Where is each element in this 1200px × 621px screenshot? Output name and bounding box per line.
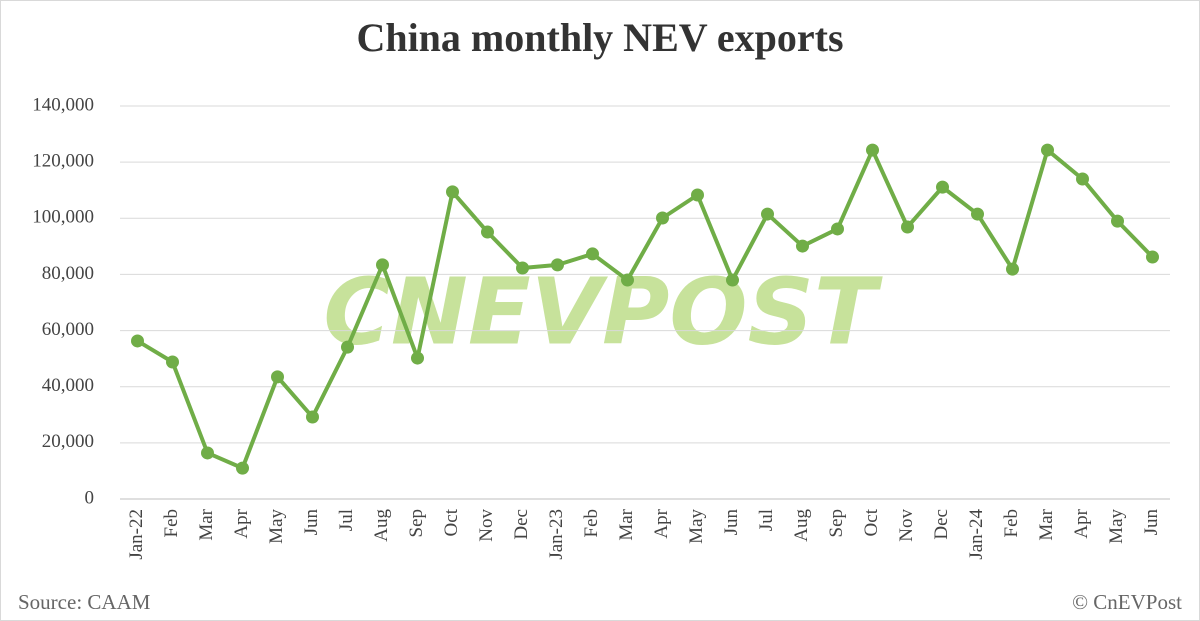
data-point	[971, 207, 984, 221]
x-tick-label: Jun	[301, 509, 322, 536]
x-tick-label: Jul	[336, 509, 357, 531]
x-tick-label: Mar	[196, 508, 217, 540]
x-tick-label: Jun	[1141, 509, 1162, 536]
data-point	[341, 340, 354, 354]
x-tick-label: Aug	[791, 509, 812, 542]
data-point	[936, 180, 949, 194]
data-point	[271, 370, 284, 384]
y-tick-label: 140,000	[32, 94, 94, 115]
data-point	[306, 410, 319, 424]
credit-note: © CnEVPost	[1072, 590, 1182, 614]
x-tick-label: Dec	[931, 509, 952, 540]
source-note: Source: CAAM	[18, 590, 151, 614]
x-tick-label: Jan-22	[126, 509, 147, 560]
data-point	[131, 334, 144, 348]
data-point	[411, 351, 424, 365]
x-tick-label: Jan-24	[966, 509, 987, 560]
x-tick-label: Feb	[581, 509, 602, 538]
x-tick-label: Nov	[896, 509, 917, 542]
data-point	[901, 220, 914, 234]
data-point	[516, 261, 529, 275]
data-point	[831, 222, 844, 236]
y-tick-label: 40,000	[42, 375, 94, 396]
data-point	[761, 207, 774, 221]
data-point	[481, 225, 494, 239]
chart-title: China monthly NEV exports	[356, 15, 843, 60]
data-point	[446, 185, 459, 199]
data-point	[656, 211, 669, 225]
x-tick-label: Apr	[231, 508, 252, 538]
data-point	[586, 247, 599, 261]
data-point	[1041, 143, 1054, 157]
x-tick-label: Oct	[441, 508, 462, 536]
y-tick-label: 20,000	[42, 431, 94, 452]
x-tick-label: May	[266, 509, 287, 544]
series-line	[136, 148, 1154, 471]
data-point	[726, 273, 739, 287]
data-point	[551, 258, 564, 272]
x-tick-label: Feb	[161, 509, 182, 538]
data-point	[201, 446, 214, 460]
data-point	[1111, 214, 1124, 228]
watermark: CNEVPOST	[323, 258, 882, 365]
x-tick-label: Mar	[1036, 508, 1057, 540]
x-tick-label: Jun	[721, 509, 742, 536]
x-tick-label: Sep	[406, 509, 427, 538]
y-tick-label: 60,000	[42, 319, 94, 340]
data-point	[796, 239, 809, 253]
x-tick-label: Sep	[826, 509, 847, 538]
x-tick-label: Feb	[1001, 509, 1022, 538]
y-tick-label: 0	[85, 487, 95, 508]
data-point	[866, 143, 879, 157]
x-tick-label: Oct	[861, 508, 882, 536]
x-tick-label: Apr	[651, 508, 672, 538]
x-tick-label: Apr	[1071, 508, 1092, 538]
data-point	[236, 461, 249, 475]
y-tick-label: 120,000	[32, 151, 94, 172]
x-tick-label: Aug	[371, 509, 392, 542]
data-point	[621, 273, 634, 287]
x-tick-label: Jul	[756, 509, 777, 531]
data-point	[1006, 262, 1019, 276]
data-point	[166, 355, 179, 369]
x-tick-label: Jan-23	[546, 509, 567, 560]
data-point	[1076, 172, 1089, 186]
x-tick-label: Nov	[476, 509, 497, 542]
data-point	[376, 258, 389, 272]
y-tick-label: 100,000	[32, 207, 94, 228]
x-tick-label: May	[686, 509, 707, 544]
data-point	[1146, 250, 1159, 264]
y-tick-label: 80,000	[42, 263, 94, 284]
x-tick-label: May	[1106, 509, 1127, 544]
x-tick-label: Dec	[511, 509, 532, 540]
x-tick-label: Mar	[616, 508, 637, 540]
data-point	[691, 188, 704, 202]
